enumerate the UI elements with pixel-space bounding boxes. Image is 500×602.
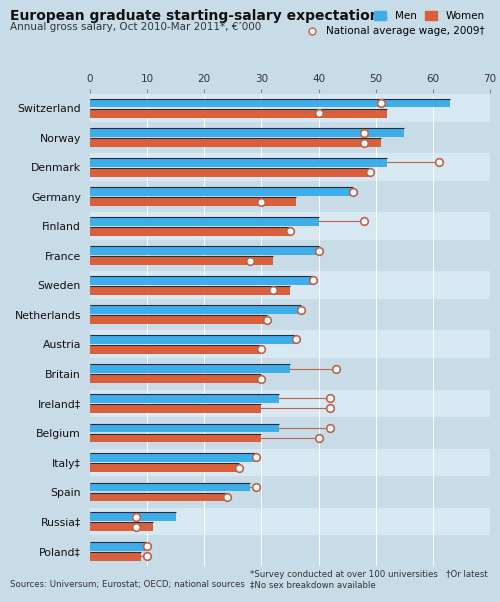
Bar bbox=[90, 453, 256, 462]
Bar bbox=[90, 478, 490, 506]
Bar bbox=[90, 276, 313, 285]
Text: Sources: Universum; Eurostat; OECD; national sources: Sources: Universum; Eurostat; OECD; nati… bbox=[10, 580, 245, 589]
Bar bbox=[90, 154, 490, 181]
Bar bbox=[90, 99, 450, 108]
Bar bbox=[90, 463, 238, 472]
Bar bbox=[90, 424, 278, 432]
Bar bbox=[90, 483, 250, 491]
Bar bbox=[90, 256, 273, 265]
Bar bbox=[90, 138, 382, 147]
Bar bbox=[90, 124, 490, 152]
Bar bbox=[90, 492, 227, 501]
Bar bbox=[90, 522, 153, 531]
Bar bbox=[90, 433, 262, 442]
Bar bbox=[90, 448, 490, 476]
Bar bbox=[90, 197, 296, 206]
Legend: Men, Women: Men, Women bbox=[374, 11, 485, 21]
Bar bbox=[90, 128, 404, 137]
Bar bbox=[90, 213, 490, 240]
Bar bbox=[90, 345, 262, 354]
Text: Annual gross salary, Oct 2010-Mar 2011*, €’000: Annual gross salary, Oct 2010-Mar 2011*,… bbox=[10, 22, 261, 33]
Bar bbox=[90, 217, 318, 226]
Bar bbox=[90, 305, 302, 314]
Bar bbox=[90, 272, 490, 299]
Bar bbox=[90, 227, 290, 235]
Text: ‡No sex breakdown available: ‡No sex breakdown available bbox=[250, 580, 376, 589]
Bar bbox=[90, 364, 290, 373]
Bar bbox=[90, 551, 142, 560]
Bar bbox=[90, 183, 490, 211]
Bar bbox=[90, 94, 490, 122]
Bar bbox=[90, 315, 267, 324]
Bar bbox=[90, 158, 387, 167]
Bar bbox=[90, 335, 296, 344]
Bar bbox=[90, 242, 490, 270]
Bar bbox=[90, 537, 490, 565]
Bar bbox=[90, 389, 490, 417]
Bar bbox=[90, 507, 490, 535]
Bar bbox=[90, 360, 490, 388]
Bar bbox=[90, 301, 490, 329]
Text: European graduate starting-salary expectations: European graduate starting-salary expect… bbox=[10, 9, 388, 23]
Bar bbox=[90, 419, 490, 447]
Bar bbox=[90, 246, 318, 255]
Bar bbox=[90, 512, 176, 521]
Bar bbox=[90, 542, 147, 550]
Bar bbox=[90, 394, 278, 403]
Bar bbox=[90, 286, 290, 295]
Bar bbox=[90, 168, 370, 176]
Bar bbox=[90, 330, 490, 358]
Bar bbox=[90, 109, 387, 117]
Bar bbox=[90, 187, 353, 196]
Text: *Survey conducted at over 100 universities   †Or latest: *Survey conducted at over 100 universiti… bbox=[250, 570, 488, 579]
Bar bbox=[90, 404, 262, 413]
Legend: National average wage, 2009†: National average wage, 2009† bbox=[306, 26, 485, 36]
Bar bbox=[90, 374, 262, 383]
